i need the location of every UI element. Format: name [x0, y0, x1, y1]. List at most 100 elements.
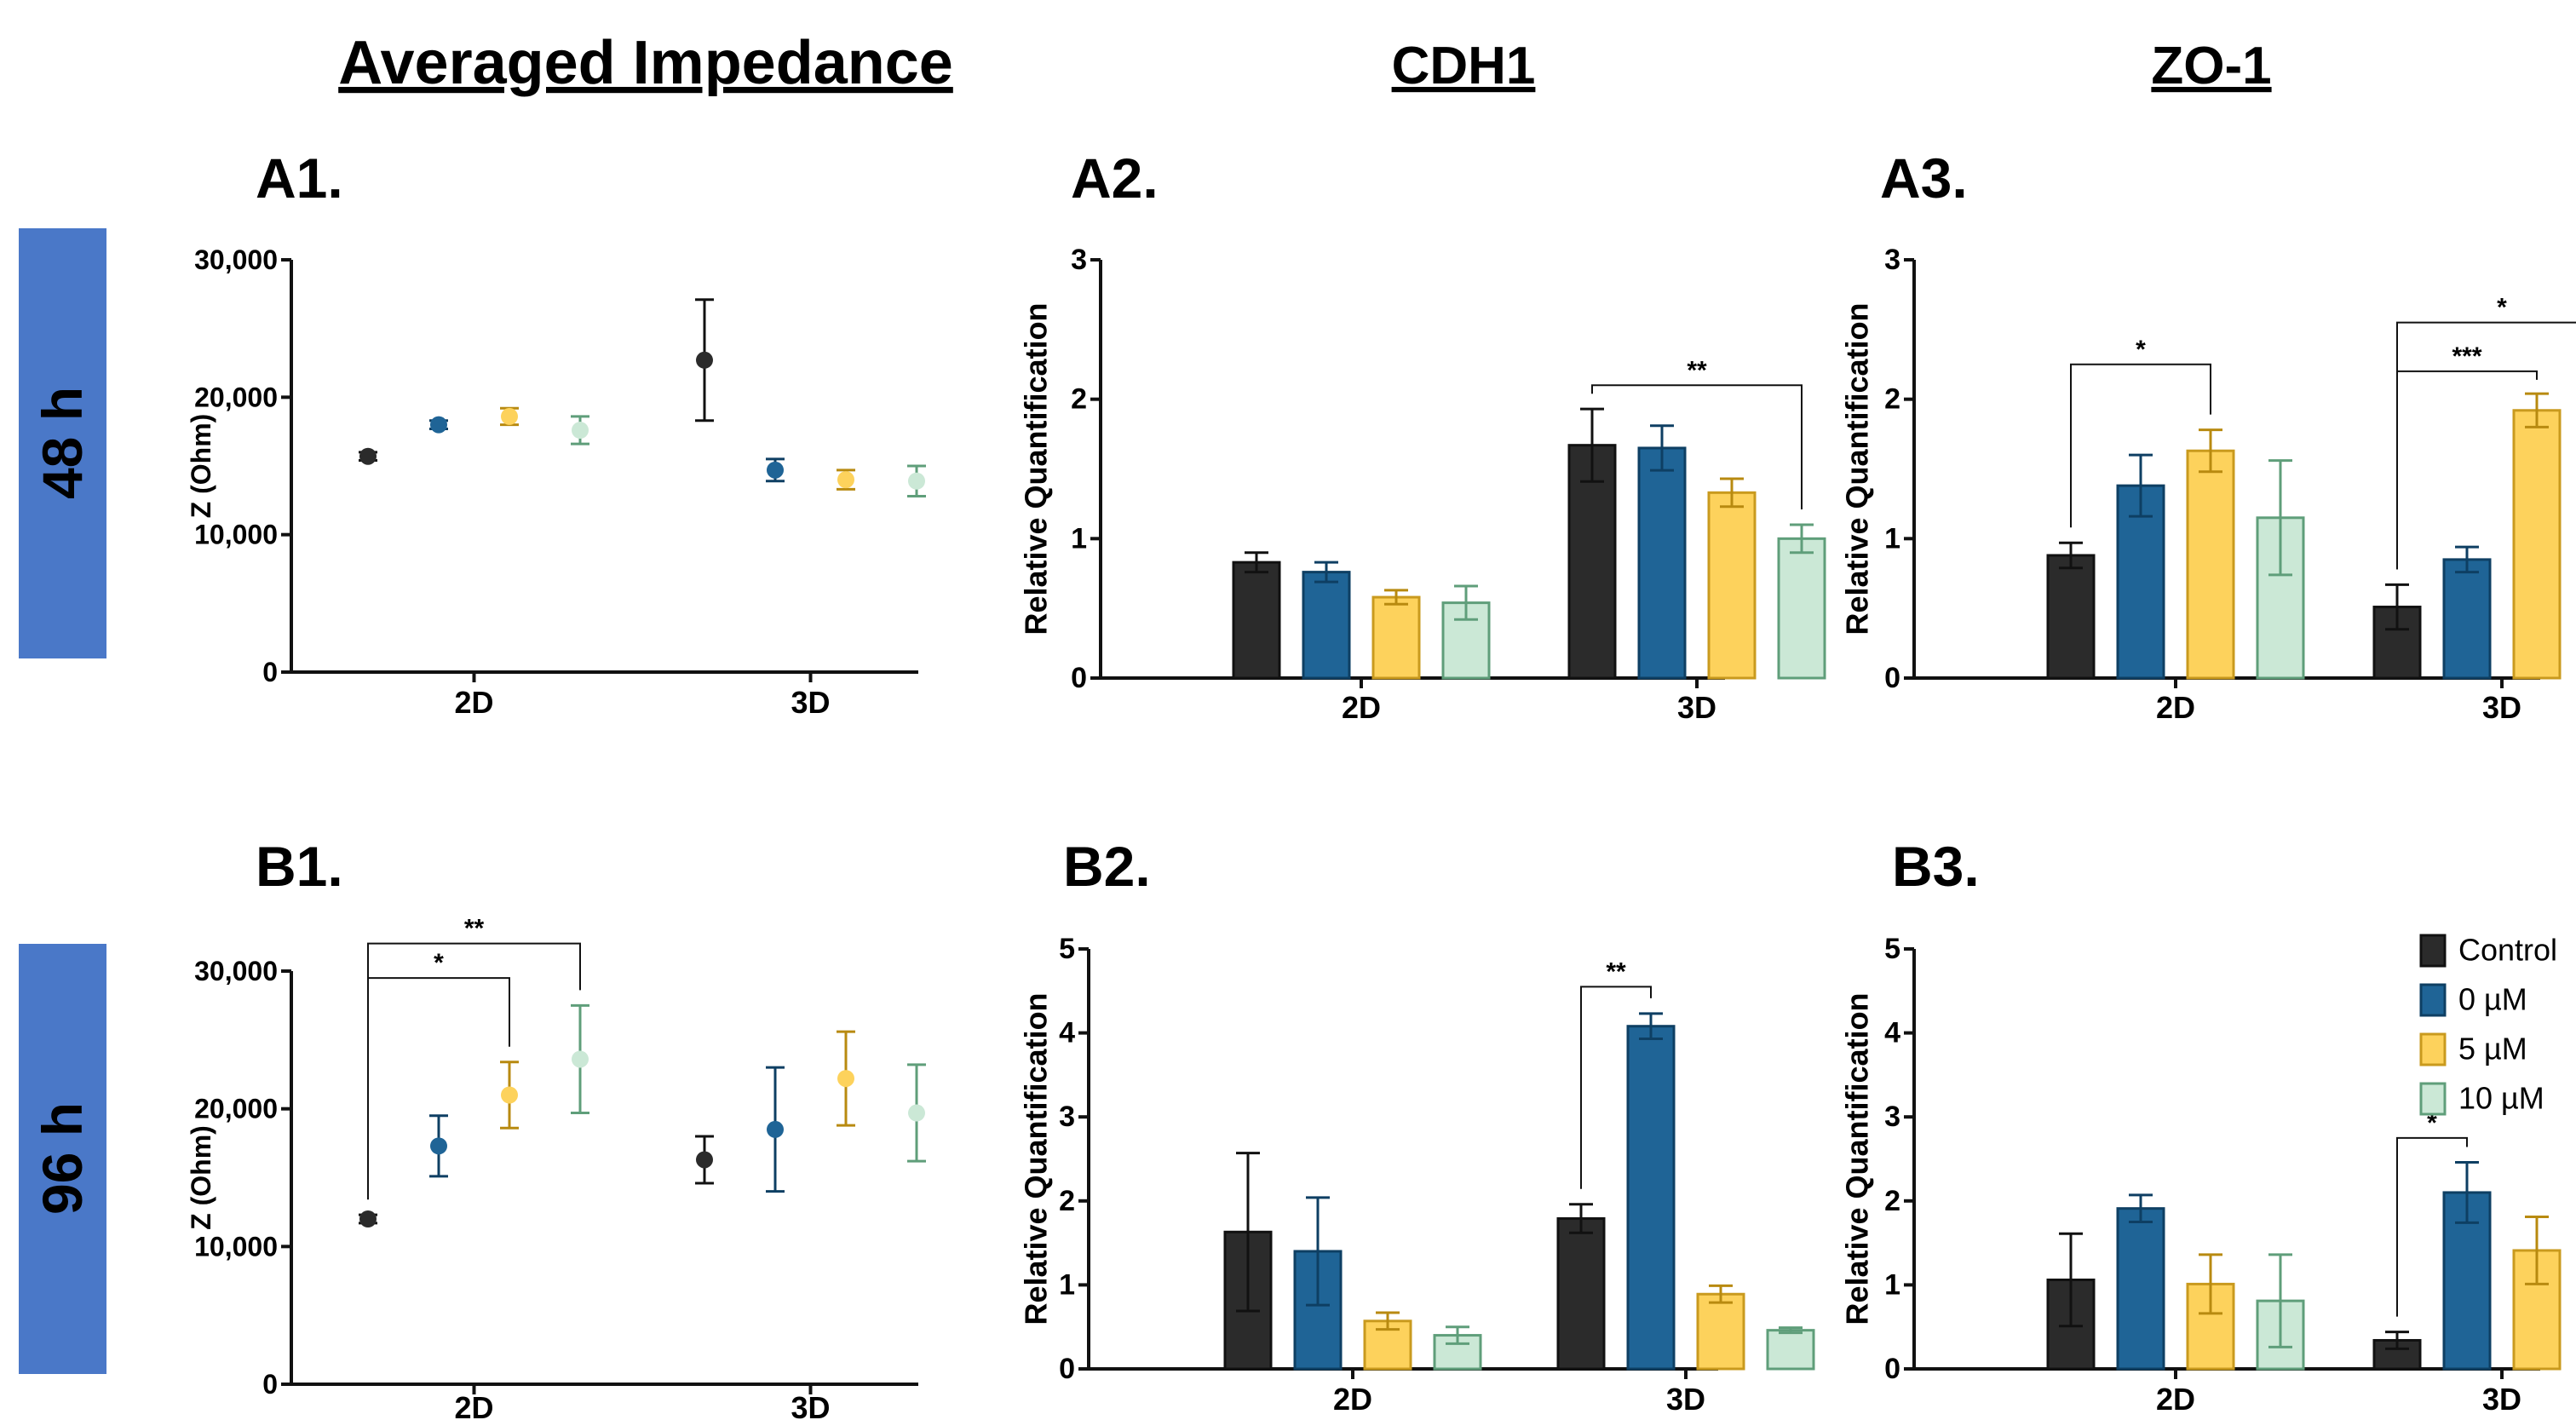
b3-y-tick-label: 5 — [1884, 933, 1900, 965]
b2-panel-label: B2. — [1063, 835, 1151, 898]
a2-y-tick-label: 3 — [1071, 244, 1087, 276]
a2-bar — [1707, 491, 1757, 680]
b3-significance-bracket — [2396, 1136, 2468, 1317]
a1-point — [908, 472, 925, 490]
b3-y-tick-label: 2 — [1884, 1185, 1900, 1217]
b2-bar — [1766, 1329, 1815, 1371]
b2-x-category-label: 3D — [1666, 1382, 1705, 1417]
a2-bar — [1777, 537, 1826, 680]
a2-panel-label: A2. — [1071, 147, 1159, 210]
a1-point — [696, 351, 713, 369]
a1-point — [501, 407, 518, 425]
legend-swatch — [2419, 983, 2447, 1017]
a3-significance-label: *** — [2452, 342, 2481, 371]
b2-y-tick-label: 3 — [1059, 1101, 1075, 1133]
b1-y-tick-label: 20,000 — [194, 1094, 278, 1124]
a1-y-tick-label: 30,000 — [194, 244, 278, 275]
b1-y-axis-label: Z (Ohm) — [186, 1125, 216, 1230]
a1-point — [572, 422, 589, 440]
a3-significance-label: * — [2136, 336, 2146, 364]
b2-bar — [1556, 1217, 1606, 1371]
a3-bar — [2046, 554, 2096, 680]
a2-y-axis-label: Relative Quantification — [1019, 302, 1054, 635]
b2-y-tick-label: 4 — [1059, 1017, 1075, 1049]
legend-label: 5 µM — [2458, 1032, 2527, 1066]
row-label-96h: 96 h — [31, 1102, 94, 1215]
b1-y-tick-label: 10,000 — [194, 1231, 278, 1262]
legend-label: 0 µM — [2458, 982, 2527, 1017]
b1-point — [572, 1050, 589, 1068]
b2-y-axis-label: Relative Quantification — [1019, 992, 1054, 1325]
b3-y-tick-label: 4 — [1884, 1017, 1900, 1049]
panel-b3-zo1-96h: B3. 0 1 2 3 4 5 2D 3D Relative Quantification * — [1840, 835, 2562, 1417]
panel-a1-impedance-48h: A1. 0 10,000 20,000 30,000 2D 3D Z (Ohm) — [186, 147, 926, 720]
a2-bar — [1371, 595, 1421, 680]
a2-x-category-label: 2D — [1342, 690, 1381, 725]
b1-point — [908, 1104, 925, 1122]
a3-bar — [2186, 449, 2235, 680]
b1-point — [430, 1137, 447, 1155]
b2-significance-bracket — [1580, 986, 1652, 1189]
a2-x-category-label: 3D — [1677, 690, 1716, 725]
b1-point — [837, 1070, 854, 1088]
b2-x-category-label: 2D — [1333, 1382, 1372, 1417]
b1-x-category-label: 3D — [791, 1390, 830, 1420]
b2-bar — [1626, 1025, 1676, 1371]
b2-bar — [1696, 1292, 1745, 1371]
b2-y-tick-label: 0 — [1059, 1353, 1075, 1385]
b1-significance-label: ** — [464, 915, 485, 943]
b2-y-tick-label: 5 — [1059, 933, 1075, 965]
b2-y-tick-label: 1 — [1059, 1268, 1075, 1301]
a1-panel-label: A1. — [256, 147, 343, 210]
legend: Control 0 µM 5 µM 10 µM — [2419, 933, 2557, 1116]
b3-y-tick-label: 0 — [1884, 1353, 1900, 1385]
a1-y-tick-label: 0 — [262, 657, 278, 687]
a1-y-tick-label: 20,000 — [194, 382, 278, 412]
a3-y-tick-label: 2 — [1884, 383, 1900, 416]
b1-y-tick-label: 30,000 — [194, 956, 278, 986]
b3-x-category-label: 3D — [2482, 1382, 2521, 1417]
b1-significance-label: * — [434, 949, 444, 977]
a1-y-tick-label: 10,000 — [194, 520, 278, 550]
column-title-impedance: Averaged Impedance — [338, 29, 953, 97]
legend-swatch — [2419, 1082, 2447, 1116]
a1-x-category-label: 2D — [454, 685, 493, 720]
b3-y-axis-label: Relative Quantification — [1840, 992, 1875, 1325]
b3-panel-label: B3. — [1892, 835, 1980, 898]
a3-y-tick-label: 0 — [1884, 662, 1900, 694]
b3-y-tick-label: 1 — [1884, 1268, 1900, 1301]
b2-significance-label: ** — [1606, 957, 1626, 986]
a3-significance-bracket — [2396, 321, 2576, 570]
b2-y-tick-label: 2 — [1059, 1185, 1075, 1217]
a2-significance-bracket — [1591, 384, 1803, 509]
a2-significance-label: ** — [1687, 356, 1707, 384]
a1-point — [767, 461, 784, 479]
b3-x-category-label: 2D — [2156, 1382, 2195, 1417]
a3-bar — [2116, 484, 2165, 680]
a3-bar — [2442, 558, 2492, 680]
a2-bar — [1637, 446, 1687, 680]
legend-swatch — [2419, 934, 2447, 968]
a1-point — [359, 447, 377, 465]
b3-y-tick-label: 3 — [1884, 1101, 1900, 1133]
b3-bar — [2116, 1207, 2165, 1371]
a2-y-tick-label: 0 — [1071, 662, 1087, 694]
a2-bar — [1232, 561, 1281, 680]
a1-x-category-label: 3D — [791, 685, 830, 720]
b3-significance-label: * — [2427, 1109, 2437, 1137]
a2-bar — [1302, 571, 1351, 680]
a3-panel-label: A3. — [1880, 147, 1968, 210]
b1-x-category-label: 2D — [454, 1390, 493, 1420]
b1-panel-label: B1. — [256, 835, 343, 898]
a3-y-tick-label: 1 — [1884, 522, 1900, 555]
a3-y-tick-label: 3 — [1884, 244, 1900, 276]
a3-y-axis-label: Relative Quantification — [1840, 302, 1875, 635]
a3-x-category-label: 3D — [2482, 690, 2521, 725]
legend-label: Control — [2458, 933, 2557, 968]
legend-label: 10 µM — [2458, 1081, 2544, 1116]
a1-y-axis-label: Z (Ohm) — [186, 414, 216, 519]
a2-bar — [1567, 444, 1617, 680]
